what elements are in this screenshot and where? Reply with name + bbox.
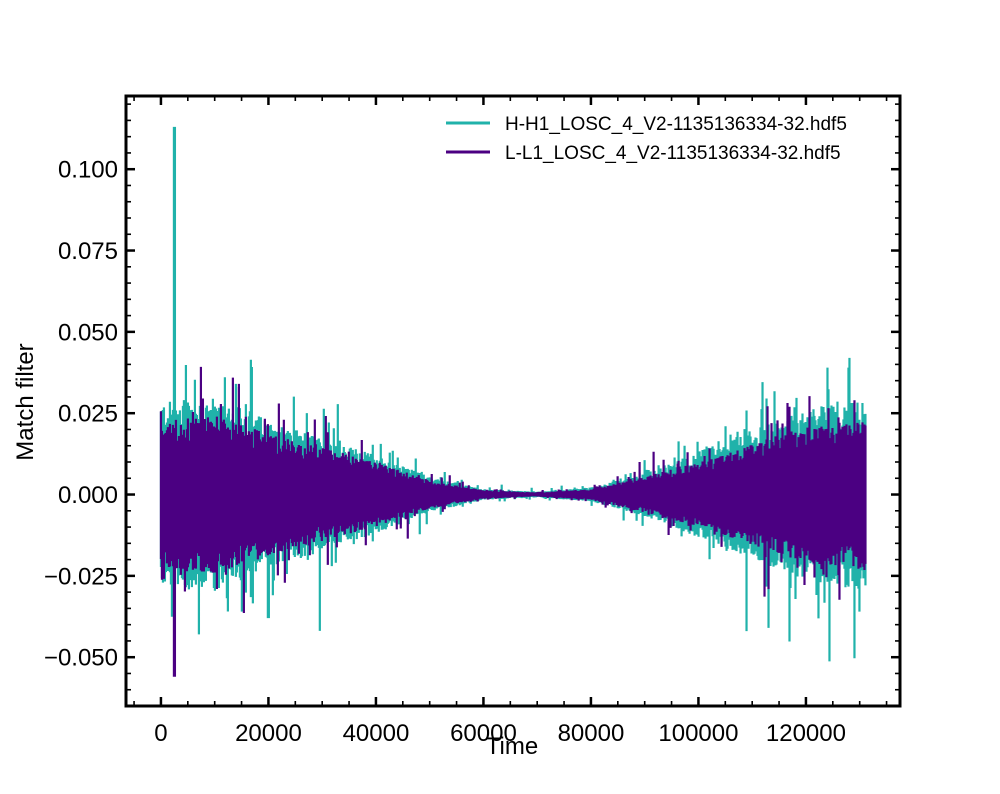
y-tick-label: −0.050: [44, 645, 118, 672]
y-tick-label: 0.000: [58, 482, 118, 509]
y-tick-label: 0.100: [58, 157, 118, 184]
plot-frame: [124, 94, 902, 708]
legend: H-H1_LOSC_4_V2-1135136334-32.hdf5 L-L1_LO…: [446, 114, 847, 164]
x-axis-label: Time: [486, 733, 538, 760]
legend-label-1: H-H1_LOSC_4_V2-1135136334-32.hdf5: [505, 114, 847, 135]
x-tick-label: 120000: [766, 720, 846, 747]
y-axis-label: Match filter: [12, 343, 39, 460]
x-tick-label: 20000: [235, 720, 302, 747]
series-layer: [159, 126, 867, 677]
series-line-2: [159, 366, 867, 677]
legend-label-2: L-L1_LOSC_4_V2-1135136334-32.hdf5: [505, 143, 841, 164]
y-tick-label: 0.050: [58, 319, 118, 346]
y-tick-label: 0.075: [58, 238, 118, 265]
series-line-1: [159, 126, 867, 662]
x-tick-label: 0: [154, 720, 167, 747]
y-tick-label: −0.025: [44, 563, 118, 590]
x-tick-label: 40000: [343, 720, 410, 747]
y-tick-label: 0.025: [58, 401, 118, 428]
x-tick-label: 60000: [450, 720, 517, 747]
x-tick-label: 100000: [658, 720, 738, 747]
x-tick-label: 80000: [558, 720, 625, 747]
